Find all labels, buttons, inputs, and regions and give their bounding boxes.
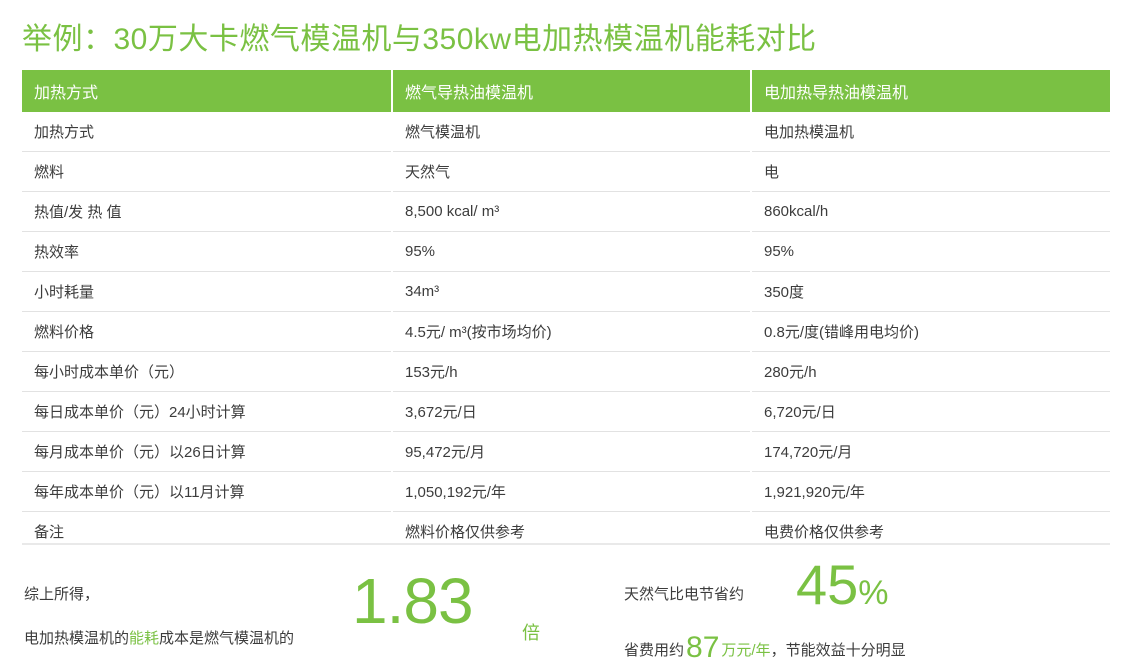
table-cell: 电 <box>751 151 1110 192</box>
table-row: 加热方式 燃气模温机 电加热模温机 <box>22 112 1110 152</box>
table-cell: 热效率 <box>22 231 393 272</box>
table-cell: 燃料价格 <box>22 311 393 352</box>
table-header-row: 加热方式 燃气导热油模温机 电加热导热油模温机 <box>22 70 1110 112</box>
table-row: 热值/发 热 值 8,500 kcal/ m³ 860kcal/h <box>22 191 1110 232</box>
summary-right-line2-pre: 省费用约 <box>624 642 685 659</box>
table-cell: 95% <box>392 231 752 272</box>
table-cell: 95,472元/月 <box>392 431 752 472</box>
table-cell: 95% <box>751 231 1110 272</box>
summary-right-line1: 天然气比电节省约 <box>624 586 745 603</box>
table-row: 燃料 天然气 电 <box>22 151 1110 192</box>
table-cell: 热值/发 热 值 <box>22 191 393 232</box>
table-cell: 350度 <box>751 271 1110 312</box>
page-title: 举例：30万大卡燃气模温机与350kw电加热模温机能耗对比 <box>22 23 817 56</box>
summary-right-line2: 省费用约87 万元/年，节能效益十分明显 <box>624 631 906 665</box>
table-cell: 燃料价格仅供参考 <box>392 511 752 551</box>
table-header-cell-0: 加热方式 <box>22 70 393 112</box>
table-cell: 4.5元/ m³(按市场均价) <box>392 311 752 352</box>
table-row: 每小时成本单价（元） 153元/h 280元/h <box>22 351 1110 392</box>
table-row: 备注 燃料价格仅供参考 电费价格仅供参考 <box>22 511 1110 551</box>
table-row: 燃料价格 4.5元/ m³(按市场均价) 0.8元/度(错峰用电均价) <box>22 311 1110 352</box>
table-cell: 8,500 kcal/ m³ <box>392 191 752 232</box>
table-cell: 1,050,192元/年 <box>392 471 752 512</box>
table-cell: 每小时成本单价（元） <box>22 351 393 392</box>
table-cell: 6,720元/日 <box>751 391 1110 432</box>
summary-right-line2-post: ，节能效益十分明显 <box>770 642 906 659</box>
table-cell: 174,720元/月 <box>751 431 1110 472</box>
summary-left-line2: 电加热模温机的能耗成本是燃气模温机的 <box>24 627 294 648</box>
table-header-cell-2: 电加热导热油模温机 <box>751 70 1110 112</box>
table-header-cell-1: 燃气导热油模温机 <box>392 70 752 112</box>
table-cell: 34m³ <box>392 271 752 312</box>
percent-sign: % <box>858 574 889 612</box>
ratio-unit: 倍 <box>522 623 540 643</box>
saving-amount-number: 87 <box>686 631 720 664</box>
table-cell: 每日成本单价（元）24小时计算 <box>22 391 393 432</box>
table-cell: 电费价格仅供参考 <box>751 511 1110 551</box>
section-divider <box>22 543 1110 545</box>
table-row: 每年成本单价（元）以11月计算 1,050,192元/年 1,921,920元/… <box>22 471 1110 512</box>
table-row: 每月成本单价（元）以26日计算 95,472元/月 174,720元/月 <box>22 431 1110 472</box>
table-cell: 每年成本单价（元）以11月计算 <box>22 471 393 512</box>
table-cell: 1,921,920元/年 <box>751 471 1110 512</box>
table-row: 每日成本单价（元）24小时计算 3,672元/日 6,720元/日 <box>22 391 1110 432</box>
table-cell: 天然气 <box>392 151 752 192</box>
table-cell: 燃料 <box>22 151 393 192</box>
table-cell: 每月成本单价（元）以26日计算 <box>22 431 393 472</box>
table-cell: 3,672元/日 <box>392 391 752 432</box>
table-cell: 小时耗量 <box>22 271 393 312</box>
table-cell: 备注 <box>22 511 393 551</box>
table-cell: 加热方式 <box>22 112 393 152</box>
table-cell: 280元/h <box>751 351 1110 392</box>
saving-amount-unit: 万元/年 <box>721 642 771 659</box>
table-cell: 电加热模温机 <box>751 112 1110 152</box>
saving-percent-number: 45% <box>796 557 889 613</box>
table-cell: 燃气模温机 <box>392 112 752 152</box>
table-cell: 0.8元/度(错峰用电均价) <box>751 311 1110 352</box>
ratio-big-number: 1.83 <box>352 565 474 637</box>
summary-section: 综上所得， 电加热模温机的能耗成本是燃气模温机的 1.83 倍 天然气比电节省约… <box>22 557 1110 670</box>
table-row: 小时耗量 34m³ 350度 <box>22 271 1110 312</box>
summary-left-line1: 综上所得， <box>24 586 100 603</box>
table-cell: 153元/h <box>392 351 752 392</box>
summary-left-line2-pre: 电加热模温机的 <box>24 630 130 647</box>
summary-left-line2-post: 成本是燃气模温机的 <box>159 630 295 647</box>
table-row: 热效率 95% 95% <box>22 231 1110 272</box>
saving-percent-value: 45 <box>796 553 859 616</box>
summary-left-highlight: 能耗 <box>129 630 160 647</box>
comparison-table: 加热方式 燃气导热油模温机 电加热导热油模温机 加热方式 燃气模温机 电加热模温… <box>22 70 1110 551</box>
table-cell: 860kcal/h <box>751 191 1110 232</box>
